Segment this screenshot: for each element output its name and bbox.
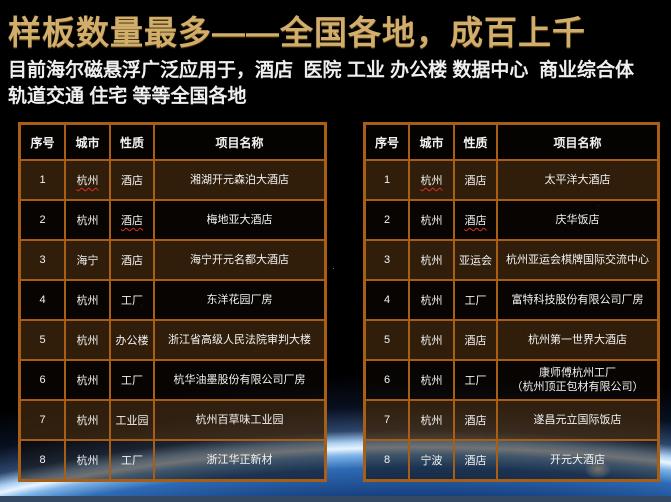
column-header-no: 序号 — [20, 124, 65, 160]
cell-project-name: 浙江华正新材 — [154, 440, 325, 480]
cell-row-number: 4 — [365, 280, 409, 320]
cell-project-name: 海宁开元名都大酒店 — [154, 240, 325, 280]
cell-type: 酒店 — [454, 440, 497, 480]
cell-project-name: 杭华油墨股份有限公司厂房 — [154, 360, 325, 400]
cell-row-number: 7 — [365, 400, 409, 440]
cell-type: 工业园 — [110, 400, 154, 440]
star-field — [0, 0, 1, 1]
cell-project-name: 杭州第一世界大酒店 — [497, 320, 658, 360]
cell-row-number: 2 — [20, 200, 65, 240]
slide-subtitle: 目前海尔磁悬浮广泛应用于，酒店 医院 工业 办公楼 数据中心 商业综合体 轨道交… — [8, 60, 634, 107]
cell-row-number: 1 — [20, 160, 65, 200]
cell-city: 海宁 — [65, 240, 110, 280]
cell-project-name: 康师傅杭州工厂 （杭州顶正包材有限公司） — [497, 360, 658, 400]
cell-city: 杭州 — [409, 360, 454, 400]
cell-project-name: 杭州亚运会棋牌国际交流中心 — [497, 240, 658, 280]
cell-row-number: 8 — [365, 440, 409, 480]
column-header-city: 城市 — [409, 124, 454, 160]
cell-type: 工厂 — [454, 280, 497, 320]
cell-row-number: 8 — [20, 440, 65, 480]
cell-row-number: 4 — [20, 280, 65, 320]
column-header-project: 项目名称 — [497, 124, 658, 160]
cell-type: 酒店 — [110, 160, 154, 200]
cell-city: 杭州 — [65, 280, 110, 320]
cell-project-name: 遂昌元立国际饭店 — [497, 400, 658, 440]
bottom-strip — [0, 496, 671, 502]
cell-type: 酒店 — [454, 400, 497, 440]
cell-city: 杭州 — [409, 200, 454, 240]
cell-type: 亚运会 — [454, 240, 497, 280]
cell-row-number: 2 — [365, 200, 409, 240]
cell-row-number: 5 — [365, 320, 409, 360]
cell-type: 工厂 — [110, 360, 154, 400]
cell-city: 杭州 — [65, 360, 110, 400]
cell-type: 酒店 — [454, 200, 497, 240]
cell-city: 杭州 — [65, 200, 110, 240]
cell-city: 杭州 — [65, 440, 110, 480]
cell-project-name: 富特科技股份有限公司厂房 — [497, 280, 658, 320]
cell-project-name: 庆华饭店 — [497, 200, 658, 240]
cell-city: 杭州 — [409, 400, 454, 440]
cell-row-number: 3 — [20, 240, 65, 280]
cell-type: 酒店 — [454, 160, 497, 200]
cell-type: 酒店 — [110, 200, 154, 240]
cell-row-number: 3 — [365, 240, 409, 280]
cell-row-number: 5 — [20, 320, 65, 360]
cell-city: 杭州 — [409, 160, 454, 200]
column-header-project: 项目名称 — [154, 124, 325, 160]
cell-project-name: 浙江省高级人民法院审判大楼 — [154, 320, 325, 360]
cell-row-number: 6 — [20, 360, 65, 400]
cell-city: 杭州 — [409, 240, 454, 280]
cell-row-number: 1 — [365, 160, 409, 200]
cell-project-name: 东洋花园厂房 — [154, 280, 325, 320]
column-header-city: 城市 — [65, 124, 110, 160]
cell-type: 工厂 — [110, 280, 154, 320]
cell-city: 杭州 — [409, 320, 454, 360]
cell-city: 杭州 — [65, 320, 110, 360]
cell-project-name: 杭州百草味工业园 — [154, 400, 325, 440]
cell-type: 工厂 — [110, 440, 154, 480]
column-header-type: 性质 — [110, 124, 154, 160]
projects-table-right: 序号 城市 性质 项目名称 1 杭州 酒店 太平洋大酒店 2 杭州 酒店 庆华饭… — [363, 122, 660, 482]
cell-type: 办公楼 — [110, 320, 154, 360]
cell-row-number: 6 — [365, 360, 409, 400]
cell-type: 工厂 — [454, 360, 497, 400]
slide-title: 样板数量最多——全国各地，成百上千 — [8, 14, 586, 51]
cell-type: 酒店 — [454, 320, 497, 360]
cell-row-number: 7 — [20, 400, 65, 440]
column-header-type: 性质 — [454, 124, 497, 160]
cell-project-name: 湘湖开元森泊大酒店 — [154, 160, 325, 200]
cell-project-name: 梅地亚大酒店 — [154, 200, 325, 240]
projects-table-left: 序号 城市 性质 项目名称 1 杭州 酒店 湘湖开元森泊大酒店 2 杭州 酒店 … — [18, 122, 327, 482]
cell-city: 宁波 — [409, 440, 454, 480]
cell-project-name: 太平洋大酒店 — [497, 160, 658, 200]
column-header-no: 序号 — [365, 124, 409, 160]
cell-type: 酒店 — [110, 240, 154, 280]
cell-project-name: 开元大酒店 — [497, 440, 658, 480]
cell-city: 杭州 — [65, 160, 110, 200]
tables-container: 序号 城市 性质 项目名称 1 杭州 酒店 湘湖开元森泊大酒店 2 杭州 酒店 … — [18, 122, 660, 482]
cell-city: 杭州 — [409, 280, 454, 320]
cell-city: 杭州 — [65, 400, 110, 440]
